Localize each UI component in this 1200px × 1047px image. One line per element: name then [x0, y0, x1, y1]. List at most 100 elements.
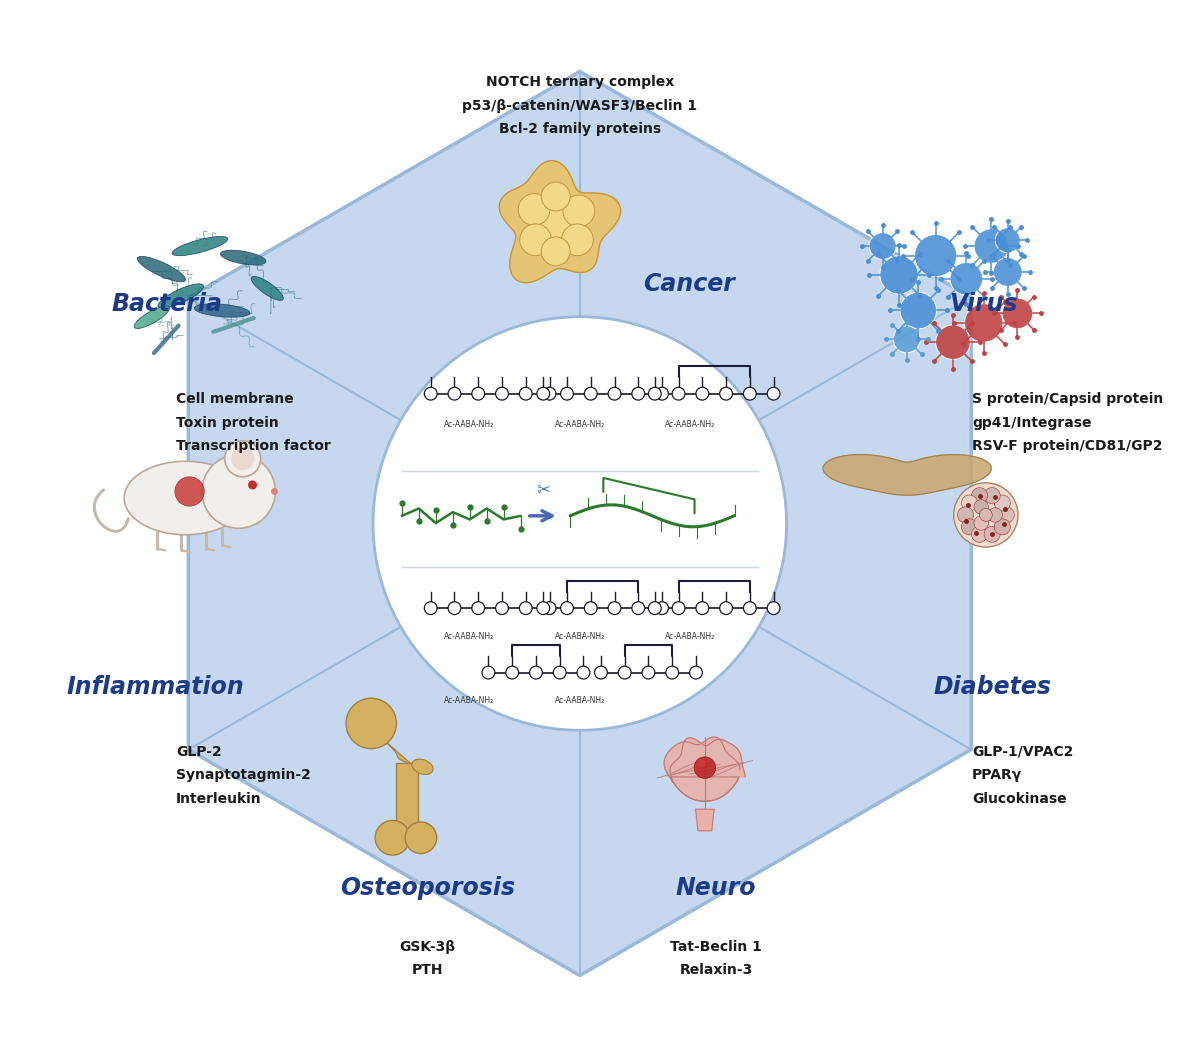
Circle shape	[560, 602, 574, 615]
Circle shape	[648, 387, 661, 400]
Ellipse shape	[158, 284, 204, 308]
Circle shape	[224, 441, 260, 476]
Circle shape	[655, 602, 668, 615]
Text: Diabetes: Diabetes	[934, 674, 1052, 698]
Circle shape	[974, 516, 989, 530]
Circle shape	[608, 387, 620, 400]
Circle shape	[346, 698, 396, 749]
Circle shape	[544, 602, 556, 615]
Circle shape	[974, 228, 1009, 264]
Ellipse shape	[412, 759, 433, 775]
Circle shape	[965, 304, 1003, 342]
Circle shape	[608, 602, 620, 615]
Text: GLP-1/VPAC2
PPARγ
Glucokinase: GLP-1/VPAC2 PPARγ Glucokinase	[972, 744, 1074, 805]
Circle shape	[520, 602, 532, 615]
Ellipse shape	[251, 276, 283, 300]
Circle shape	[448, 602, 461, 615]
Circle shape	[720, 602, 732, 615]
Polygon shape	[664, 737, 745, 801]
Circle shape	[954, 483, 1018, 548]
Circle shape	[642, 666, 655, 678]
Circle shape	[562, 224, 593, 255]
Circle shape	[984, 527, 1000, 542]
Circle shape	[518, 194, 550, 225]
Ellipse shape	[172, 237, 228, 255]
Polygon shape	[696, 809, 714, 830]
Circle shape	[544, 387, 556, 400]
Circle shape	[961, 495, 978, 511]
Circle shape	[584, 387, 598, 400]
Circle shape	[560, 387, 574, 400]
Polygon shape	[188, 71, 971, 976]
Text: Ac-AABA-NH₂: Ac-AABA-NH₂	[554, 420, 605, 429]
Circle shape	[998, 507, 1014, 524]
Circle shape	[869, 232, 896, 260]
Text: Tat-Beclin 1
Relaxin-3: Tat-Beclin 1 Relaxin-3	[670, 940, 762, 977]
Circle shape	[984, 488, 1000, 504]
Circle shape	[563, 195, 595, 227]
Text: Ac-AABA-NH₂: Ac-AABA-NH₂	[444, 632, 494, 641]
Polygon shape	[499, 160, 620, 283]
Text: Neuro: Neuro	[676, 876, 756, 900]
Circle shape	[961, 519, 978, 535]
Circle shape	[936, 325, 971, 359]
Circle shape	[666, 666, 679, 678]
Circle shape	[536, 602, 550, 615]
Circle shape	[696, 387, 709, 400]
Circle shape	[594, 666, 607, 678]
Text: Cell membrane
Toxin protein
Transcription factor: Cell membrane Toxin protein Transcriptio…	[176, 393, 331, 453]
Circle shape	[744, 602, 756, 615]
Circle shape	[577, 666, 590, 678]
Circle shape	[893, 326, 920, 353]
Circle shape	[648, 602, 661, 615]
Circle shape	[496, 387, 509, 400]
Circle shape	[690, 666, 702, 678]
Circle shape	[448, 387, 461, 400]
Circle shape	[672, 387, 685, 400]
Circle shape	[655, 387, 668, 400]
Circle shape	[988, 508, 1002, 522]
Circle shape	[175, 476, 204, 506]
Circle shape	[694, 757, 715, 779]
Circle shape	[900, 292, 936, 329]
Circle shape	[950, 263, 983, 295]
Circle shape	[505, 666, 518, 678]
Circle shape	[584, 602, 598, 615]
Ellipse shape	[194, 304, 250, 317]
Circle shape	[994, 258, 1022, 287]
Text: NOTCH ternary complex
p53/β-catenin/WASF3/Beclin 1
Bcl-2 family proteins: NOTCH ternary complex p53/β-catenin/WASF…	[462, 75, 697, 136]
Text: Bacteria: Bacteria	[112, 292, 222, 316]
Circle shape	[696, 602, 709, 615]
Circle shape	[376, 821, 410, 855]
Circle shape	[995, 228, 1020, 252]
Ellipse shape	[134, 306, 169, 329]
Text: Ac-AABA-NH₂: Ac-AABA-NH₂	[665, 420, 715, 429]
Text: Osteoporosis: Osteoporosis	[340, 876, 515, 900]
Text: ✂: ✂	[536, 480, 550, 498]
Polygon shape	[383, 739, 414, 766]
Circle shape	[972, 527, 988, 542]
Circle shape	[767, 387, 780, 400]
Text: Inflammation: Inflammation	[66, 674, 244, 698]
Circle shape	[632, 602, 644, 615]
Circle shape	[248, 481, 257, 489]
Polygon shape	[823, 454, 991, 495]
Ellipse shape	[137, 257, 186, 282]
Ellipse shape	[124, 462, 247, 535]
Circle shape	[472, 602, 485, 615]
Ellipse shape	[221, 250, 266, 265]
Text: Virus: Virus	[949, 292, 1018, 316]
Text: Cancer: Cancer	[643, 272, 736, 296]
Circle shape	[744, 387, 756, 400]
Circle shape	[632, 387, 644, 400]
Text: GSK-3β
PTH: GSK-3β PTH	[400, 940, 456, 977]
Text: GLP-2
Synaptotagmin-2
Interleukin: GLP-2 Synaptotagmin-2 Interleukin	[176, 744, 311, 805]
Circle shape	[472, 387, 485, 400]
Circle shape	[958, 507, 973, 524]
Circle shape	[974, 499, 989, 514]
Circle shape	[698, 759, 706, 766]
Text: Ac-AABA-NH₂: Ac-AABA-NH₂	[444, 420, 494, 429]
Circle shape	[767, 602, 780, 615]
Circle shape	[496, 602, 509, 615]
Circle shape	[880, 255, 918, 294]
